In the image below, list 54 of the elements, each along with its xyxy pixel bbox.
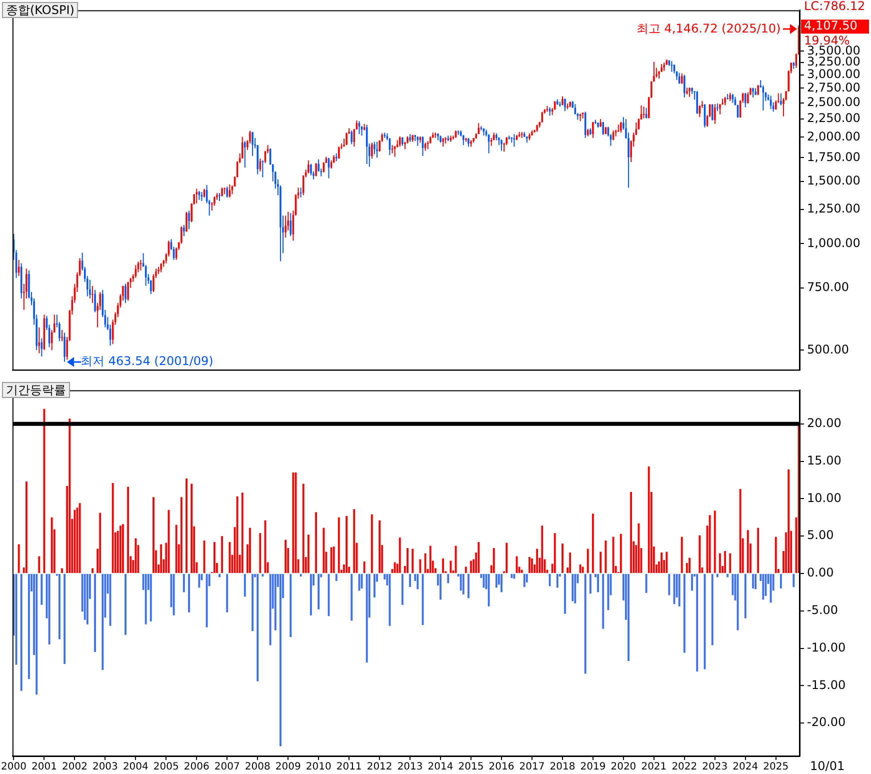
x-tick-label: 2019 [580,762,606,773]
y-tick-label: 2,750.00 [807,80,860,94]
x-tick-label: 2016 [488,762,514,773]
x-tick-label: 2018 [550,762,576,773]
y-tick-label: -10.00 [807,640,846,654]
y-tick-label: 750.00 [807,280,849,294]
x-tick-label: 2023 [702,762,728,773]
y-tick-label: 2,500.00 [807,95,860,110]
y-tick-label: 5.00 [807,528,834,542]
text: 10/01 [810,759,845,774]
y-tick-label: -5.00 [807,603,838,617]
y-tick-label: 3,000.00 [807,66,860,81]
x-tick-label: 2002 [62,762,88,773]
x-tick-label: 2014 [428,762,454,773]
x-tick-label: 2000 [1,762,26,773]
x-tick-label: 2024 [732,762,758,773]
y-tick-label: 1,500.00 [807,173,860,188]
text: 4,107.50 [804,18,858,33]
x-tick-label: 2022 [672,762,698,773]
y-tick-label: -15.00 [807,678,846,692]
y-tick-label: 0.00 [807,566,834,580]
chart-title: 기간등락률 [2,382,70,398]
x-tick-label: 2007 [214,762,240,773]
x-tick-label: 2005 [153,762,179,773]
y-tick-label: 3,250.00 [807,54,860,69]
annotation: 최저 463.54 (2001/09) [80,354,214,368]
x-tick-label: 2013 [397,762,423,773]
x-tick-label: 2010 [306,762,332,773]
x-tick-label: 2020 [610,762,636,773]
x-tick-label: 2011 [336,762,362,773]
annotation: 최고 4,146.72 (2025/10) [636,21,781,36]
x-tick-label: 2001 [31,762,57,773]
y-tick-label: -20.00 [807,715,846,730]
y-tick-label: 500.00 [807,342,849,356]
text: LC:786.12 [804,0,866,14]
chart-title: 종합(KOSPI) [2,2,78,18]
y-tick-label: 15.00 [807,453,842,468]
x-tick-label: 2008 [244,762,270,773]
x-tick-label: 2006 [184,762,210,773]
x-tick-label: 2017 [519,762,545,773]
y-tick-label: 10.00 [807,490,842,505]
y-tick-label: 1,750.00 [807,150,860,164]
x-tick-label: 2015 [458,762,484,773]
y-tick-label: 2,000.00 [807,129,860,144]
y-tick-label: 20.00 [807,416,842,430]
x-tick-label: 2009 [275,762,301,773]
x-tick-label: 2012 [366,762,392,773]
y-tick-label: 1,000.00 [807,236,860,250]
x-tick-label: 2003 [92,762,118,773]
y-tick-label: 1,250.00 [807,202,860,216]
x-tick-label: 2021 [641,762,667,773]
y-tick-label: 2,250.00 [807,111,860,126]
x-tick-label: 2025 [763,762,789,773]
x-tick-label: 2004 [122,762,148,773]
